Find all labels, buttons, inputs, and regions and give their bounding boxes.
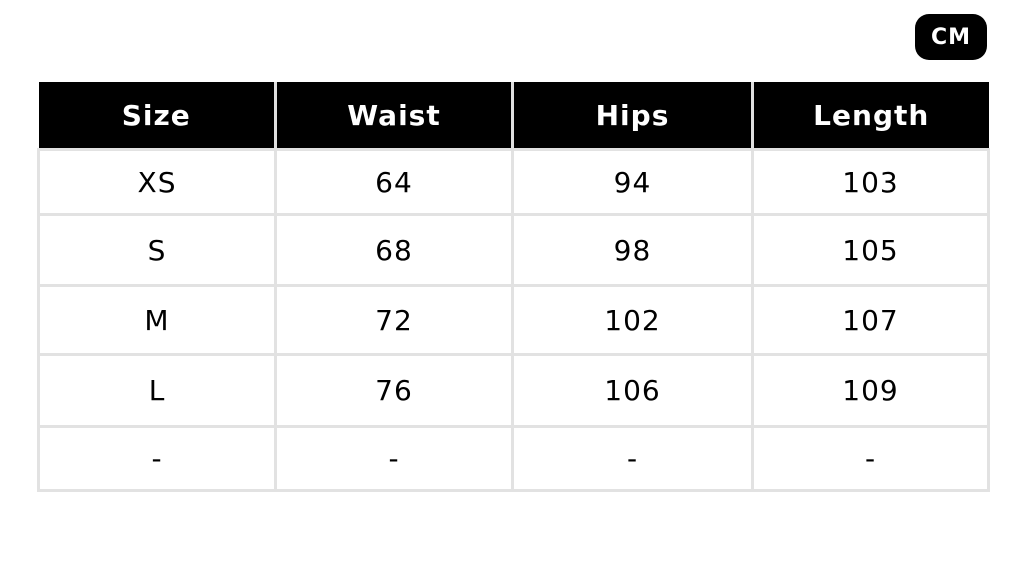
header-length: Length <box>751 82 989 150</box>
table-row: S 68 98 105 <box>37 213 990 287</box>
table-row: XS 64 94 103 <box>37 148 990 216</box>
cell-length: - <box>751 425 990 492</box>
cell-size: XS <box>37 148 277 216</box>
cell-hips: 98 <box>511 213 754 287</box>
header-waist: Waist <box>274 82 513 150</box>
table-row: - - - - <box>37 425 990 492</box>
cell-size: M <box>37 284 277 356</box>
cell-waist: 72 <box>274 284 514 356</box>
size-chart-table: Size Waist Hips Length XS 64 94 103 S 68… <box>37 82 990 492</box>
cell-hips: - <box>511 425 754 492</box>
unit-badge: CM <box>915 14 987 60</box>
cell-length: 103 <box>751 148 990 216</box>
cell-length: 105 <box>751 213 990 287</box>
cell-size: S <box>37 213 277 287</box>
cell-size: L <box>37 353 277 428</box>
header-size: Size <box>38 82 276 150</box>
cell-waist: - <box>274 425 514 492</box>
header-hips: Hips <box>511 82 753 150</box>
cell-waist: 68 <box>274 213 514 287</box>
cell-hips: 102 <box>511 284 754 356</box>
cell-waist: 76 <box>274 353 514 428</box>
cell-hips: 106 <box>511 353 754 428</box>
cell-length: 109 <box>751 353 990 428</box>
table-row: L 76 106 109 <box>37 353 990 428</box>
cell-length: 107 <box>751 284 990 356</box>
cell-size: - <box>37 425 277 492</box>
table-row: M 72 102 107 <box>37 284 990 356</box>
cell-waist: 64 <box>274 148 514 216</box>
header-row: Size Waist Hips Length <box>38 82 989 150</box>
cell-hips: 94 <box>511 148 754 216</box>
